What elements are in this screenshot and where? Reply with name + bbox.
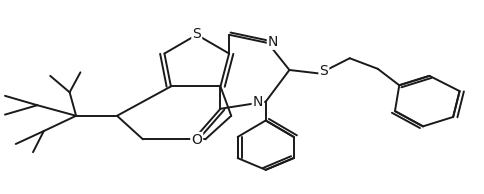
Text: S: S <box>192 27 201 41</box>
Text: S: S <box>319 64 328 78</box>
Text: N: N <box>268 35 278 49</box>
Text: O: O <box>191 133 202 147</box>
Text: N: N <box>253 95 263 109</box>
